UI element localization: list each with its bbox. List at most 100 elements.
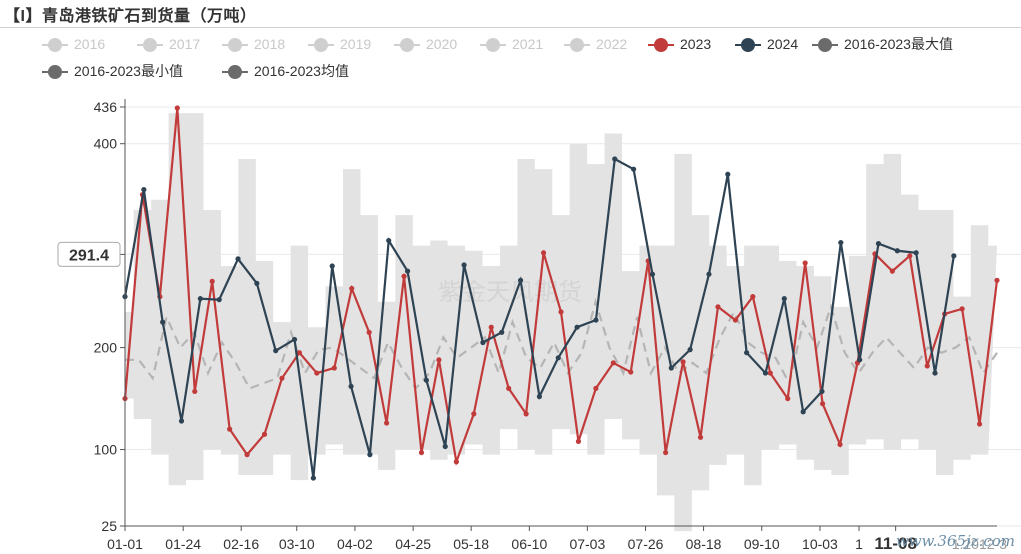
data-point-2024: [894, 248, 900, 254]
data-point-2024: [367, 452, 373, 458]
data-point-2024: [254, 280, 260, 286]
data-point-2023: [279, 375, 285, 381]
legend-item-2023[interactable]: 2023: [648, 34, 711, 54]
legend-item-2022[interactable]: 2022: [564, 34, 627, 54]
data-point-2024: [310, 475, 316, 481]
data-point-2024: [857, 357, 863, 363]
data-point-2023: [575, 438, 582, 444]
legend-item-2019[interactable]: 2019: [308, 34, 371, 54]
data-point-2024: [819, 388, 825, 395]
axes: 25 100 200 291.4 400 436 01-01 01-24 02-16 03-10 0…: [57, 99, 1007, 553]
y-tick-label: 25: [101, 518, 117, 534]
data-point-2023: [715, 304, 721, 310]
data-point-2024: [273, 348, 279, 354]
data-point-2023: [802, 260, 808, 266]
y-tick-label: 200: [94, 340, 118, 356]
x-tick-label: 02-16: [223, 536, 259, 552]
data-point-2023: [889, 268, 895, 274]
data-point-2024: [631, 166, 637, 172]
data-point-2023: [907, 253, 913, 259]
chart-title: 【I】青岛港铁矿石到货量（万吨）: [4, 8, 257, 25]
data-point-2023: [994, 277, 1000, 283]
legend-label: 2020: [426, 36, 458, 52]
data-point-2023: [837, 441, 843, 448]
data-point-2024: [668, 365, 674, 371]
data-point-2024: [348, 383, 354, 389]
legend-label: 2022: [596, 36, 628, 52]
data-point-2024: [875, 241, 882, 247]
data-point-2024: [574, 324, 580, 330]
legend-label: 2016-2023最小值: [74, 63, 183, 79]
legend-label: 2018: [254, 36, 286, 52]
y-tick-label: 291.4: [69, 247, 109, 264]
data-point-2023: [663, 449, 669, 456]
data-point-2024: [536, 393, 543, 400]
legend-label: 2016-2023均值: [254, 63, 349, 79]
data-point-2023: [523, 411, 529, 417]
legend-label: 2017: [169, 36, 201, 52]
legend-item-2018[interactable]: 2018: [222, 34, 285, 54]
data-point-2023: [767, 370, 773, 376]
title-divider: [0, 27, 1021, 28]
data-point-2024: [404, 268, 411, 274]
data-point-2023: [506, 385, 512, 391]
circle-marker-icon: [42, 61, 68, 81]
data-point-2024: [178, 418, 185, 424]
data-point-2024: [649, 271, 656, 277]
data-point-2023: [366, 329, 372, 335]
data-point-2023: [418, 449, 425, 456]
legend-item-2016-2023最大值[interactable]: 2016-2023最大值: [812, 34, 953, 54]
data-point-2023: [471, 411, 477, 417]
data-point-2024: [141, 186, 147, 193]
data-point-2023: [174, 105, 180, 111]
data-point-2023: [384, 420, 390, 426]
circle-marker-icon: [42, 34, 68, 54]
data-point-2024: [951, 253, 957, 259]
highlight-box: [57, 241, 121, 267]
data-point-2023: [732, 317, 739, 323]
data-point-2023: [976, 421, 983, 427]
y-tick-label: 436: [94, 99, 118, 115]
x-tick-label: 09-10: [744, 536, 780, 552]
circle-marker-icon: [564, 34, 590, 54]
data-point-2023: [785, 395, 791, 402]
data-point-2023: [924, 363, 930, 369]
data-point-2023: [436, 357, 442, 363]
legend-item-2021[interactable]: 2021: [480, 34, 543, 54]
data-point-2024: [593, 317, 599, 323]
legend-item-2024[interactable]: 2024: [735, 34, 798, 54]
x-tick-label: 06-10: [511, 536, 547, 552]
footer-logo: www.365jz.com: [895, 532, 1015, 550]
circle-marker-icon: [222, 61, 248, 81]
data-point-2024: [480, 339, 486, 346]
circle-marker-icon: [308, 34, 334, 54]
legend-item-2016-2023最小值[interactable]: 2016-2023最小值: [42, 61, 183, 81]
x-tick-label-truncated: 1.2012-3: [952, 536, 1007, 552]
circle-marker-icon: [812, 34, 838, 54]
x-tick-label: 07-03: [569, 536, 605, 552]
y-highlight-label: 291.4: [57, 241, 121, 267]
data-point-2023: [558, 309, 564, 315]
data-point-2023: [296, 350, 302, 356]
data-point-2024: [838, 239, 844, 246]
data-point-2024: [160, 319, 166, 325]
legend-item-2017[interactable]: 2017: [137, 34, 200, 54]
legend-item-2016[interactable]: 2016: [42, 34, 105, 54]
data-point-2024: [744, 350, 750, 356]
data-point-2024: [800, 409, 806, 415]
legend-item-2020[interactable]: 2020: [394, 34, 457, 54]
x-highlight-label: 11-08: [874, 534, 917, 553]
data-point-2023: [192, 388, 198, 395]
data-point-2023: [349, 285, 355, 292]
data-point-2024: [216, 297, 222, 303]
data-point-2023: [540, 250, 547, 256]
data-point-2023: [697, 434, 704, 440]
legend-item-2016-2023均值[interactable]: 2016-2023均值: [222, 61, 349, 81]
series-lines: [122, 105, 1000, 481]
data-point-2024: [612, 156, 618, 162]
y-tick-label: 400: [94, 136, 118, 152]
x-tick-label: 01-01: [107, 536, 143, 552]
data-point-2024: [329, 263, 335, 269]
data-point-2023: [227, 426, 233, 432]
